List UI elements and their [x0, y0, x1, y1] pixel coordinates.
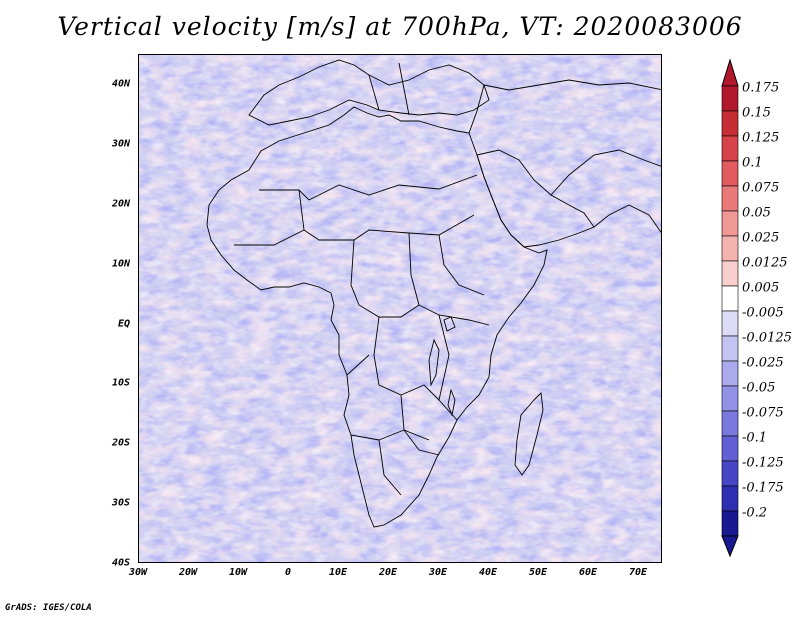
colorbar-segment — [721, 110, 739, 137]
colorbar-segment — [721, 410, 739, 437]
lat-tick-label: 40N — [111, 78, 130, 90]
colorbar-segment — [721, 385, 739, 412]
colorbar-segment — [721, 135, 739, 162]
colorbar-segment — [721, 310, 739, 337]
lat-tick-label: 30S — [111, 497, 130, 509]
colorbar-segment — [721, 435, 739, 462]
lon-tick-label: 10W — [228, 567, 248, 578]
colorbar-segment — [721, 235, 739, 262]
colorbar-label: -0.0125 — [742, 330, 792, 346]
lat-tick-label: 20S — [111, 437, 130, 449]
colorbar-label: 0.1 — [742, 155, 763, 171]
colorbar-label: -0.2 — [742, 505, 768, 521]
lat-tick-label: 40S — [111, 557, 130, 569]
lon-tick-label: 30W — [128, 567, 148, 578]
lon-tick-label: 20E — [378, 567, 398, 578]
lon-tick-label: 0 — [284, 567, 292, 578]
colorbar-segment — [721, 335, 739, 362]
lon-tick-label: 60E — [578, 567, 598, 578]
colorbar-max-arrow — [721, 58, 739, 87]
lon-tick-label: 50E — [528, 567, 548, 578]
colorbar-segment — [721, 285, 739, 312]
lon-tick-label: 20W — [178, 567, 198, 578]
colorbar-segment — [721, 460, 739, 487]
colorbar-label: -0.05 — [742, 380, 776, 396]
lat-tick-label: 20N — [111, 198, 130, 210]
colorbar-label: 0.0125 — [742, 255, 788, 271]
credit-text: GrADS: IGES/COLA — [5, 603, 92, 613]
colorbar-segment — [721, 85, 739, 112]
colorbar-label: 0.05 — [742, 205, 771, 221]
vertical-velocity-map — [139, 55, 661, 562]
colorbar-segment — [721, 210, 739, 237]
colorbar-segment — [721, 185, 739, 212]
lat-tick-label: 30N — [111, 138, 130, 150]
chart-title: Vertical velocity [m/s] at 700hPa, VT: 2… — [57, 12, 743, 41]
colorbar-label: -0.075 — [742, 405, 784, 421]
colorbar-segment — [721, 360, 739, 387]
colorbar-label: 0.125 — [742, 130, 780, 146]
colorbar-min-arrow — [721, 535, 739, 558]
lon-tick-label: 70E — [628, 567, 648, 578]
colorbar-label: 0.175 — [742, 80, 780, 96]
colorbar-label: -0.025 — [742, 355, 784, 371]
coastlines-and-borders — [206, 59, 661, 528]
colorbar-segment — [721, 160, 739, 187]
colorbar-label: 0.075 — [742, 180, 780, 196]
colorbar — [721, 58, 739, 558]
lat-tick-label: 10S — [111, 377, 130, 389]
lon-tick-label: 40E — [478, 567, 498, 578]
colorbar-segment — [721, 485, 739, 512]
colorbar-label: 0.025 — [742, 230, 780, 246]
field-neutral-pattern — [139, 55, 661, 562]
colorbar-segment — [721, 510, 739, 537]
lon-tick-label: 10E — [328, 567, 348, 578]
colorbar-label: -0.1 — [742, 430, 768, 446]
colorbar-label: -0.005 — [742, 305, 784, 321]
colorbar-label: -0.125 — [742, 455, 784, 471]
lon-tick-label: 30E — [428, 567, 448, 578]
colorbar-segment — [721, 260, 739, 287]
lat-tick-label: EQ — [117, 318, 130, 329]
lat-tick-label: 10N — [111, 258, 130, 270]
colorbar-label: -0.175 — [742, 480, 784, 496]
colorbar-label: 0.005 — [742, 280, 780, 296]
map-panel — [138, 54, 662, 563]
colorbar-label: 0.15 — [742, 105, 771, 121]
